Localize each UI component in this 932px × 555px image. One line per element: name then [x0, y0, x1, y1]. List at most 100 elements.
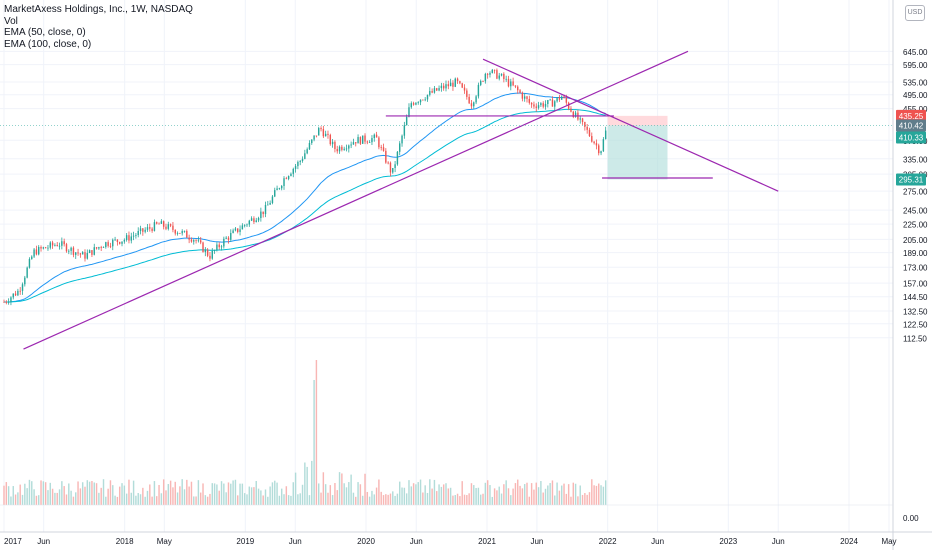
- volume-bar: [535, 482, 537, 505]
- volume-bar: [336, 490, 338, 505]
- candle-body: [459, 81, 461, 84]
- candle-body: [230, 233, 232, 240]
- candle-body: [267, 204, 269, 206]
- candle-body: [68, 250, 70, 252]
- candle-body: [551, 99, 554, 107]
- candle-body: [197, 240, 200, 242]
- volume-bar: [521, 488, 524, 505]
- volume-bar: [588, 492, 591, 505]
- volume-bar: [523, 484, 526, 505]
- candle-body: [598, 145, 600, 154]
- ema-50-line: [4, 92, 606, 303]
- volume-bar: [368, 496, 371, 505]
- x-tick-label: 2020: [357, 537, 375, 546]
- candle-body: [269, 202, 271, 205]
- candle-body: [211, 250, 213, 259]
- candle-body: [593, 141, 595, 144]
- candle-body: [81, 252, 84, 255]
- candle-body: [410, 103, 413, 108]
- candle-body: [183, 230, 186, 232]
- candle-body: [320, 128, 322, 130]
- volume-bar: [232, 480, 234, 505]
- candle-body: [297, 161, 299, 167]
- candle-body: [5, 301, 8, 303]
- candle-body: [128, 235, 130, 241]
- ema-100-line: [4, 108, 606, 303]
- candle-body: [567, 102, 570, 109]
- legend-vol[interactable]: Vol: [4, 15, 18, 27]
- candle-body: [510, 81, 512, 87]
- x-tick-label: 2021: [478, 537, 496, 546]
- volume-bar: [445, 483, 447, 505]
- volume-bar: [51, 488, 54, 505]
- volume-bar: [193, 496, 195, 505]
- x-tick-label: Jun: [530, 537, 543, 546]
- candle-body: [336, 149, 338, 152]
- candle-body: [591, 136, 593, 142]
- volume-bar: [12, 486, 14, 505]
- candle-body: [350, 144, 352, 146]
- candle-body: [91, 250, 93, 255]
- candle-body: [454, 78, 456, 87]
- candle-body: [290, 173, 292, 177]
- volume-bar: [269, 486, 271, 505]
- volume-bar: [357, 482, 359, 505]
- legend-ema100[interactable]: EMA (100, close, 0): [4, 38, 92, 50]
- volume-bar: [186, 479, 188, 505]
- candle-body: [403, 125, 406, 136]
- x-tick-label: Jun: [37, 537, 50, 546]
- candle-body: [392, 167, 394, 173]
- volume-bar: [54, 492, 56, 505]
- candle-body: [547, 100, 549, 105]
- candle-body: [292, 168, 294, 174]
- volume-axis-label: 0.00: [903, 514, 919, 523]
- candle-body: [257, 218, 260, 221]
- volume-bar: [438, 484, 440, 505]
- volume-bar: [121, 483, 123, 505]
- y-tick-label: 144.50: [903, 293, 928, 302]
- volume-bar: [260, 490, 262, 505]
- volume-bar: [405, 493, 408, 505]
- volume-bar: [375, 487, 378, 505]
- candle-body: [139, 228, 142, 231]
- candle-body: [366, 141, 369, 143]
- candle-body: [283, 178, 285, 187]
- candle-body: [172, 225, 174, 230]
- volume-bar: [112, 485, 114, 505]
- legend-title[interactable]: MarketAxess Holdings, Inc., 1W, NASDAQ: [4, 4, 193, 15]
- candle-body: [167, 224, 170, 229]
- volume-bar: [88, 481, 91, 505]
- volume-bar: [479, 494, 482, 505]
- volume-bar: [123, 485, 126, 505]
- volume-bar: [86, 480, 89, 505]
- volume-bar: [394, 495, 396, 505]
- volume-bar: [343, 483, 345, 505]
- candle-body: [86, 252, 89, 259]
- volume-bar: [190, 481, 193, 505]
- volume-bar: [331, 495, 334, 505]
- y-tick-label: 112.50: [903, 334, 927, 343]
- volume-bar: [452, 495, 454, 505]
- candle-body: [563, 96, 565, 98]
- volume-bar: [243, 493, 246, 505]
- candle-body: [158, 223, 160, 225]
- currency-badge[interactable]: USD: [905, 5, 925, 21]
- volume-bar: [218, 490, 220, 505]
- volume-bar: [114, 495, 116, 505]
- legend-ema50[interactable]: EMA (50, close, 0): [4, 27, 86, 38]
- candle-body: [445, 84, 447, 89]
- candle-body: [429, 91, 431, 95]
- candle-body: [144, 229, 146, 232]
- y-tick-label: 595.00: [903, 61, 928, 70]
- entry-price-tag: [896, 119, 926, 132]
- volume-bar: [169, 480, 172, 505]
- take-profit-zone: [607, 125, 668, 180]
- candle-body: [322, 129, 325, 137]
- candle-body: [98, 247, 100, 249]
- volume-bar: [392, 491, 394, 505]
- x-tick-label: 2023: [719, 537, 737, 546]
- candle-body: [371, 138, 373, 143]
- grid: [0, 0, 893, 532]
- volume-bar: [540, 481, 542, 505]
